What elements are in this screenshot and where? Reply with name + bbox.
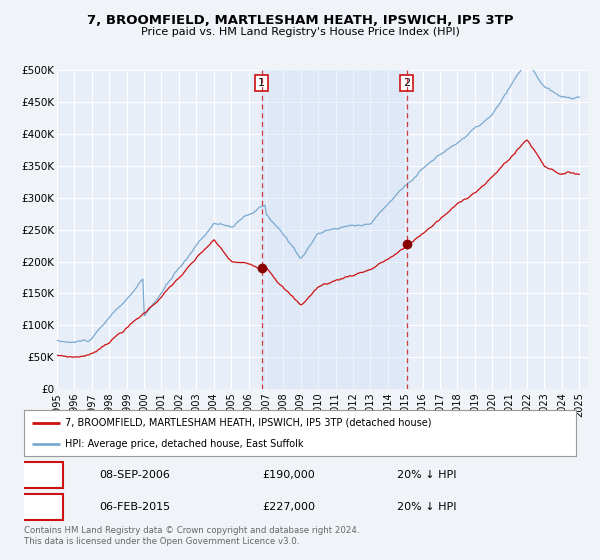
Text: 2: 2 (403, 78, 410, 88)
Bar (262, 70, 407, 389)
FancyBboxPatch shape (21, 462, 62, 488)
Text: Price paid vs. HM Land Registry's House Price Index (HPI): Price paid vs. HM Land Registry's House … (140, 27, 460, 37)
Text: £190,000: £190,000 (263, 470, 316, 480)
Text: 2: 2 (38, 500, 46, 514)
Text: 06-FEB-2015: 06-FEB-2015 (99, 502, 170, 512)
Text: 20% ↓ HPI: 20% ↓ HPI (397, 470, 457, 480)
FancyBboxPatch shape (21, 494, 62, 520)
Text: HPI: Average price, detached house, East Suffolk: HPI: Average price, detached house, East… (65, 439, 304, 449)
Text: Contains HM Land Registry data © Crown copyright and database right 2024.
This d: Contains HM Land Registry data © Crown c… (24, 526, 359, 546)
Text: 1: 1 (38, 468, 46, 481)
Text: £227,000: £227,000 (262, 502, 316, 512)
Text: 08-SEP-2006: 08-SEP-2006 (99, 470, 170, 480)
Text: 7, BROOMFIELD, MARTLESHAM HEATH, IPSWICH, IP5 3TP (detached house): 7, BROOMFIELD, MARTLESHAM HEATH, IPSWICH… (65, 418, 432, 428)
Text: 7, BROOMFIELD, MARTLESHAM HEATH, IPSWICH, IP5 3TP: 7, BROOMFIELD, MARTLESHAM HEATH, IPSWICH… (87, 14, 513, 27)
Text: 1: 1 (258, 78, 265, 88)
Text: 20% ↓ HPI: 20% ↓ HPI (397, 502, 457, 512)
